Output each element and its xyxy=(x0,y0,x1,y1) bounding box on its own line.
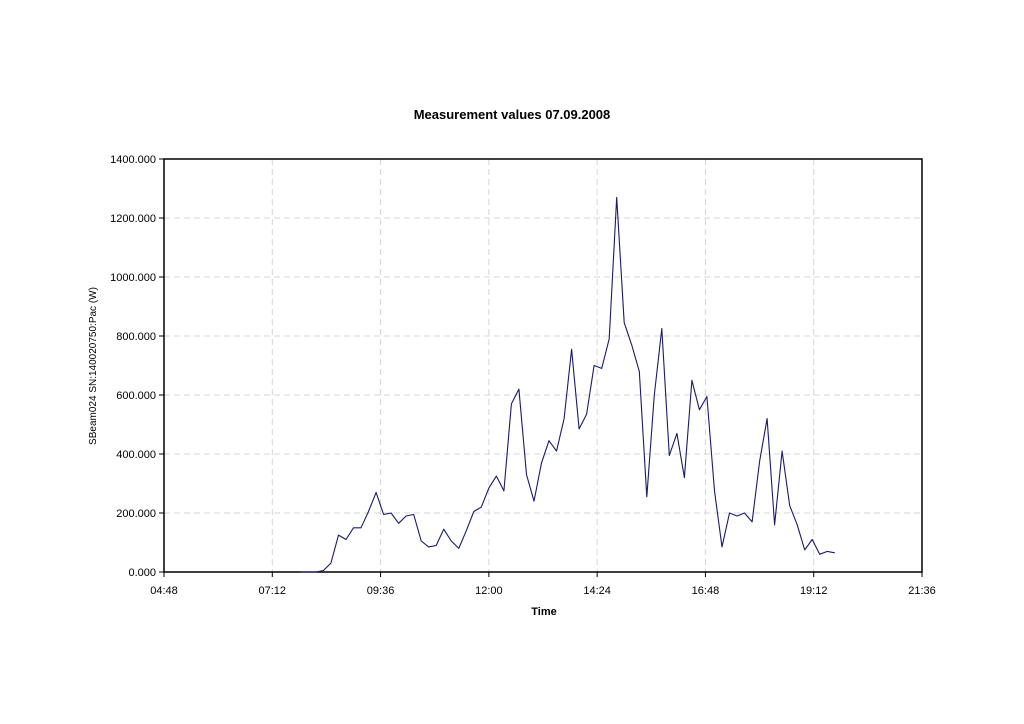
y-tick-label: 1400.000 xyxy=(110,154,156,166)
x-tick-label: 19:12 xyxy=(800,585,828,597)
y-tick-label: 200.000 xyxy=(116,508,156,520)
x-tick-label: 07:12 xyxy=(259,585,287,597)
y-tick-label: 1000.000 xyxy=(110,272,156,284)
y-tick-label: 800.000 xyxy=(116,331,156,343)
series-layer xyxy=(300,196,835,573)
x-tick-label: 16:48 xyxy=(692,585,720,597)
y-tick-label: 0.000 xyxy=(128,567,156,579)
x-tick-label: 09:36 xyxy=(367,585,395,597)
y-tick-label: 400.000 xyxy=(116,449,156,461)
chart-title: Measurement values 07.09.2008 xyxy=(414,107,611,122)
plot-area-frame xyxy=(163,158,923,573)
axis-ticks xyxy=(159,158,923,577)
x-tick-label: 14:24 xyxy=(583,585,611,597)
x-tick-label: 21:36 xyxy=(908,585,936,597)
y-tick-label: 1200.000 xyxy=(110,213,156,225)
series-line xyxy=(300,196,835,573)
x-tick-label: 04:48 xyxy=(150,585,178,597)
gridlines xyxy=(164,159,922,572)
x-axis-tick-labels: 04:48 07:12 09:36 12:00 14:24 16:48 19:12 21:36 xyxy=(150,585,936,597)
y-tick-label: 600.000 xyxy=(116,390,156,402)
x-tick-label: 12:00 xyxy=(475,585,503,597)
x-axis-title: Time xyxy=(531,606,556,618)
y-axis-tick-labels: 0.000 200.000 400.000 600.000 800.000 1000.00… xyxy=(110,154,156,579)
y-axis-title: SBeam024 SN:140020750:Pac (W) xyxy=(88,287,99,445)
